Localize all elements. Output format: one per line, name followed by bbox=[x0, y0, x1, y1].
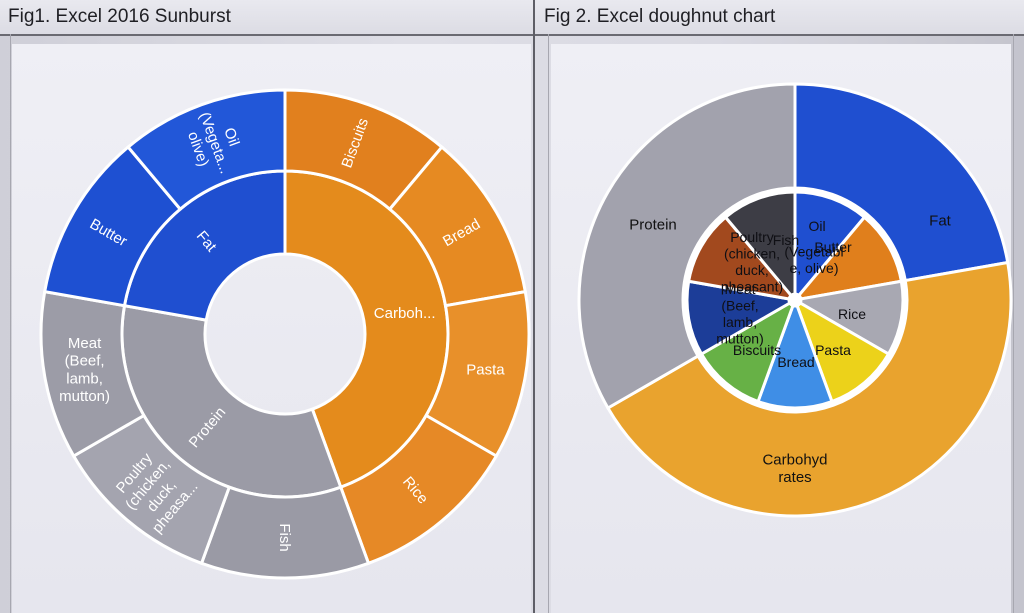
doughnut-inner-label-pasta: Pasta bbox=[815, 342, 851, 358]
doughnut-inner-label-bread: Bread bbox=[777, 354, 814, 370]
doughnut-inner-label-oil-detail: (Vegetabl e, olive) bbox=[784, 244, 843, 277]
sunburst-outer-label-pasta: Pasta bbox=[466, 362, 505, 379]
doughnut-outer-label-protein: Protein bbox=[629, 216, 677, 233]
sunburst-outer-label-fish: Fish bbox=[276, 523, 293, 551]
sunburst-inner-label-carbohydrates: Carboh... bbox=[374, 305, 436, 322]
doughnut-inner-label-oil: Oil bbox=[808, 218, 825, 234]
doughnut-outer-label-fat: Fat bbox=[929, 212, 952, 229]
doughnut-inner-label-rice: Rice bbox=[838, 306, 866, 322]
